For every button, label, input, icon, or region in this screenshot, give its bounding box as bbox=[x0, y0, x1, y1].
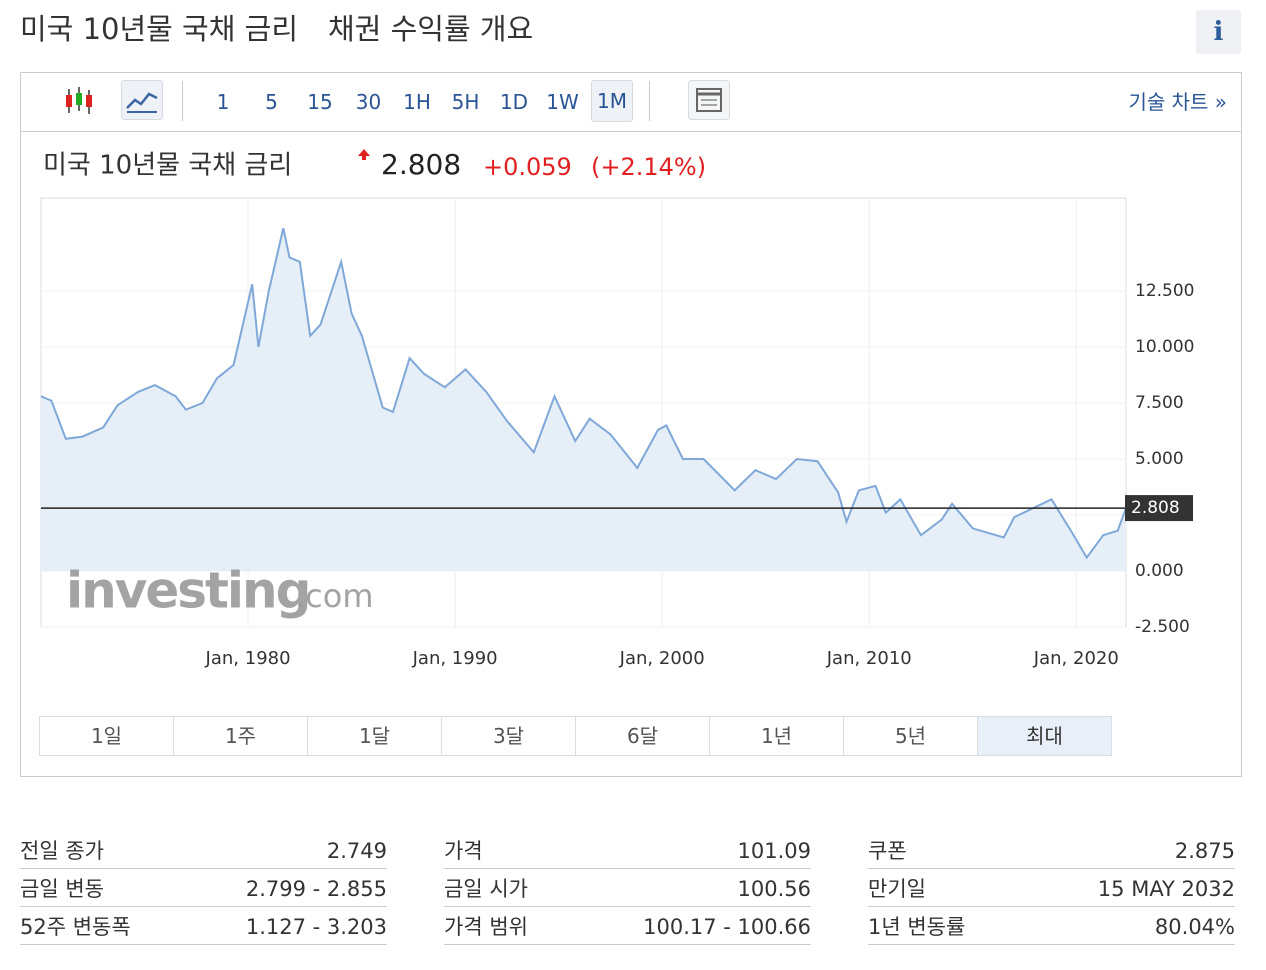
title-sub: 채권 수익률 개요 bbox=[328, 12, 534, 46]
candlestick-button[interactable] bbox=[61, 85, 97, 117]
range-tab[interactable]: 최대 bbox=[977, 716, 1112, 756]
current-badge bbox=[1125, 495, 1193, 522]
stat-value: 2.799 - 2.855 bbox=[245, 877, 387, 901]
stat-label: 1년 변동률 bbox=[868, 915, 966, 939]
current-label: 2.808 bbox=[1131, 498, 1180, 518]
stats-column: 가격 101.09 금일 시가 100.56 가격 범위 100.17 - 100.66 bbox=[444, 832, 811, 946]
x-tick-label: Jan, 2000 bbox=[619, 648, 705, 669]
stats-row: 가격 101.09 bbox=[444, 832, 811, 869]
stat-label: 금일 시가 bbox=[444, 877, 528, 901]
interval-button[interactable]: 1D bbox=[499, 90, 529, 114]
stat-label: 52주 변동폭 bbox=[20, 915, 131, 939]
range-tab[interactable]: 1달 bbox=[307, 716, 442, 756]
separator bbox=[649, 81, 650, 121]
range-tab[interactable]: 5년 bbox=[843, 716, 978, 756]
interval-button[interactable]: 1W bbox=[546, 90, 579, 114]
interval-button[interactable]: 1H bbox=[403, 90, 431, 114]
range-tab[interactable]: 1년 bbox=[709, 716, 844, 756]
stats-column: 전일 종가 2.749 금일 변동 2.799 - 2.855 52주 변동폭 1.127… bbox=[20, 832, 387, 946]
stat-value: 101.09 bbox=[737, 839, 811, 863]
line bbox=[40, 227, 1127, 560]
stats-row: 금일 변동 2.799 - 2.855 bbox=[20, 870, 387, 907]
stats-row: 1년 변동률 80.04% bbox=[868, 908, 1235, 945]
interval-button[interactable]: 1M bbox=[591, 80, 633, 122]
y-tick-label: 0.000 bbox=[1135, 561, 1184, 581]
watermark: .com bbox=[295, 577, 374, 615]
y-tick-label: -2.500 bbox=[1135, 617, 1190, 637]
chart: 미국 10년물 국채 금리 2.808 +0.059 (+2.14%) -2.5… bbox=[40, 148, 1194, 669]
x-tick-label: Jan, 1980 bbox=[205, 648, 291, 669]
interval-button[interactable]: 5 bbox=[265, 90, 278, 114]
stats-row: 금일 시가 100.56 bbox=[444, 870, 811, 907]
range-tab[interactable]: 1주 bbox=[173, 716, 308, 756]
chart-panel bbox=[20, 72, 1242, 777]
separator bbox=[182, 81, 183, 121]
interval-button[interactable]: 1 bbox=[216, 90, 230, 114]
stat-label: 쿠폰 bbox=[868, 839, 907, 863]
stat-label: 가격 범위 bbox=[444, 915, 528, 939]
interval-button[interactable]: 5H bbox=[451, 90, 480, 114]
stats-row: 전일 종가 2.749 bbox=[20, 832, 387, 869]
x-tick-label: Jan, 2020 bbox=[1033, 648, 1119, 669]
stats-column: 쿠폰 2.875 만기일 15 MAY 2032 1년 변동률 80.04% bbox=[868, 832, 1235, 946]
interval-button[interactable]: 15 bbox=[307, 90, 333, 114]
stats-row: 52주 변동폭 1.127 - 3.203 bbox=[20, 908, 387, 945]
stat-label: 금일 변동 bbox=[20, 877, 104, 901]
range-tab[interactable]: 6달 bbox=[575, 716, 710, 756]
stat-label: 만기일 bbox=[868, 877, 926, 901]
info-button[interactable]: i bbox=[1196, 10, 1241, 54]
stat-value: 80.04% bbox=[1154, 915, 1235, 939]
y-tick-label: 7.500 bbox=[1135, 393, 1184, 413]
layout-button[interactable] bbox=[688, 80, 730, 120]
interval-button[interactable]: 30 bbox=[355, 90, 382, 114]
quote-price: 2.808 bbox=[381, 148, 461, 181]
y-tick-label: 10.000 bbox=[1135, 337, 1194, 357]
toolbar: 1 5 15 30 1H 5H 1D 1W 1M 기술 차트 » bbox=[21, 73, 1241, 132]
line-chart-button[interactable] bbox=[121, 80, 163, 120]
stats-row: 가격 범위 100.17 - 100.66 bbox=[444, 908, 811, 945]
stat-value: 2.875 bbox=[1174, 839, 1235, 863]
watermark: investing bbox=[66, 562, 309, 620]
stat-value: 100.56 bbox=[737, 877, 811, 901]
stat-label: 가격 bbox=[444, 839, 483, 863]
range-tab[interactable]: 1일 bbox=[39, 716, 174, 756]
technical-chart-link[interactable]: 기술 차트 » bbox=[1128, 90, 1227, 114]
quote-change: +0.059 bbox=[483, 153, 572, 181]
x-tick-label: Jan, 1990 bbox=[412, 648, 498, 669]
up-arrow-stem bbox=[362, 155, 366, 160]
quote-change-percent: (+2.14%) bbox=[591, 153, 706, 181]
stat-label: 전일 종가 bbox=[20, 839, 104, 863]
area-fill bbox=[41, 228, 1126, 571]
stat-value: 2.749 bbox=[326, 839, 387, 863]
title-main: 미국 10년물 국채 금리 bbox=[20, 12, 298, 46]
stats-row: 쿠폰 2.875 bbox=[868, 832, 1235, 869]
stats-row: 만기일 15 MAY 2032 bbox=[868, 870, 1235, 907]
range-tab[interactable]: 3달 bbox=[441, 716, 576, 756]
x-tick-label: Jan, 2010 bbox=[826, 648, 912, 669]
quote-name: 미국 10년물 국채 금리 bbox=[43, 151, 292, 181]
up-arrow bbox=[358, 149, 370, 156]
stat-value: 100.17 - 100.66 bbox=[643, 915, 811, 939]
stat-value: 1.127 - 3.203 bbox=[245, 915, 387, 939]
y-tick-label: 5.000 bbox=[1135, 449, 1184, 469]
y-tick-label: 12.500 bbox=[1135, 281, 1194, 301]
range-tabs: 1일 1주 1달 3달 6달 1년 5년 최대 bbox=[39, 716, 1112, 756]
stat-value: 15 MAY 2032 bbox=[1097, 877, 1235, 901]
page-title: 미국 10년물 국채 금리 채권 수익률 개요 bbox=[20, 6, 533, 48]
